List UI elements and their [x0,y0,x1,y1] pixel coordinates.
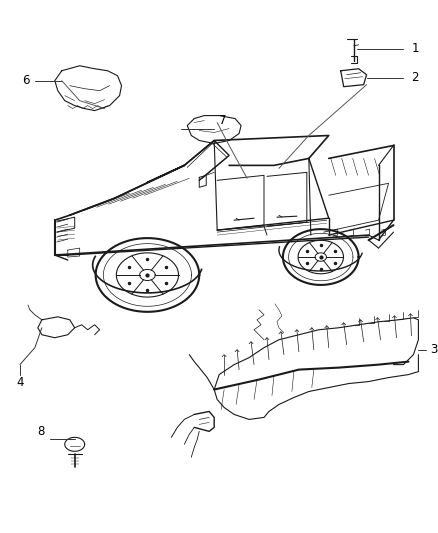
Text: 4: 4 [16,376,24,389]
Text: 7: 7 [219,114,227,127]
Text: 8: 8 [38,425,45,438]
Text: 6: 6 [22,74,30,87]
Text: 3: 3 [431,343,438,356]
Text: 2: 2 [411,71,419,84]
Text: 1: 1 [411,42,419,55]
